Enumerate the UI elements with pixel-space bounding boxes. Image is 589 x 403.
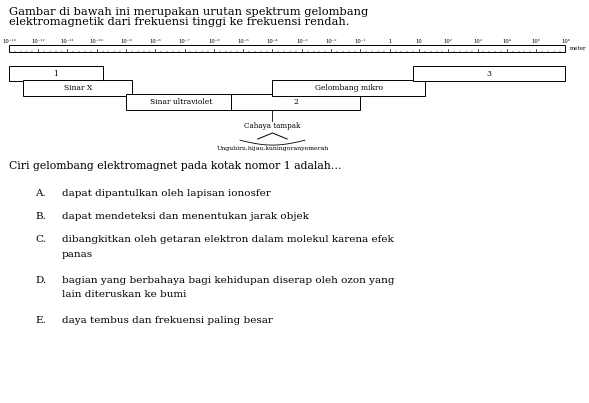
Bar <box>24 80 132 96</box>
Text: Sinar X: Sinar X <box>64 84 92 92</box>
Bar <box>413 66 565 81</box>
Text: Ungubiru,hijau,kuningoranyemerah: Ungubiru,hijau,kuningoranyemerah <box>216 146 329 151</box>
Bar <box>273 80 425 96</box>
Bar <box>231 94 360 110</box>
Text: dapat mendeteksi dan menentukan jarak objek: dapat mendeteksi dan menentukan jarak ob… <box>62 212 309 221</box>
Text: daya tembus dan frekuensi paling besar: daya tembus dan frekuensi paling besar <box>62 316 273 325</box>
Text: 10⁻¹³: 10⁻¹³ <box>2 39 16 44</box>
Text: 10: 10 <box>416 39 422 44</box>
Text: 10⁻¹²: 10⁻¹² <box>31 39 45 44</box>
Text: 10⁻³: 10⁻³ <box>296 39 307 44</box>
Text: Sinar ultraviolet: Sinar ultraviolet <box>150 98 213 106</box>
Text: E.: E. <box>35 316 46 325</box>
Text: lain diteruskan ke bumi: lain diteruskan ke bumi <box>62 290 186 299</box>
Text: Cahaya tampak: Cahaya tampak <box>244 122 300 130</box>
Text: 10⁴: 10⁴ <box>502 39 511 44</box>
Text: 3: 3 <box>487 70 492 78</box>
Text: 10⁻⁶: 10⁻⁶ <box>208 39 220 44</box>
Text: 10⁻¹: 10⁻¹ <box>355 39 366 44</box>
Text: bagian yang berbahaya bagi kehidupan diserap oleh ozon yang: bagian yang berbahaya bagi kehidupan dis… <box>62 276 395 285</box>
Text: 1: 1 <box>388 39 391 44</box>
Text: 10³: 10³ <box>473 39 482 44</box>
Text: 10⁻⁷: 10⁻⁷ <box>179 39 190 44</box>
Text: A.: A. <box>35 189 46 197</box>
Text: 10⁵: 10⁵ <box>532 39 541 44</box>
Text: 10²: 10² <box>444 39 453 44</box>
Text: meter: meter <box>570 46 587 51</box>
Text: Ciri gelombang elektromagnet pada kotak nomor 1 adalah…: Ciri gelombang elektromagnet pada kotak … <box>9 161 342 171</box>
Text: 10⁻⁹: 10⁻⁹ <box>120 39 132 44</box>
Text: 10⁻¹¹: 10⁻¹¹ <box>61 39 74 44</box>
Text: 10⁻⁵: 10⁻⁵ <box>237 39 249 44</box>
Text: 10⁻⁴: 10⁻⁴ <box>267 39 279 44</box>
Text: elektromagnetik dari frekuensi tinggi ke frekuensi rendah.: elektromagnetik dari frekuensi tinggi ke… <box>9 17 349 27</box>
Text: panas: panas <box>62 250 93 259</box>
Text: Gelombang mikro: Gelombang mikro <box>315 84 383 92</box>
Text: 2: 2 <box>293 98 299 106</box>
Text: 10⁻⁸: 10⁻⁸ <box>150 39 161 44</box>
Bar <box>126 94 237 110</box>
Text: 1: 1 <box>53 70 58 78</box>
Text: 10⁶: 10⁶ <box>561 39 570 44</box>
Bar <box>9 45 565 52</box>
Bar <box>9 66 102 81</box>
Text: Gambar di bawah ini merupakan urutan spektrum gelombang: Gambar di bawah ini merupakan urutan spe… <box>9 7 368 17</box>
Text: dibangkitkan oleh getaran elektron dalam molekul karena efek: dibangkitkan oleh getaran elektron dalam… <box>62 235 393 244</box>
Text: B.: B. <box>35 212 46 221</box>
Text: dapat dipantulkan oleh lapisan ionosfer: dapat dipantulkan oleh lapisan ionosfer <box>62 189 270 197</box>
Text: 10⁻¹⁰: 10⁻¹⁰ <box>90 39 104 44</box>
Text: C.: C. <box>35 235 46 244</box>
Text: D.: D. <box>35 276 47 285</box>
Text: 10⁻²: 10⁻² <box>325 39 337 44</box>
